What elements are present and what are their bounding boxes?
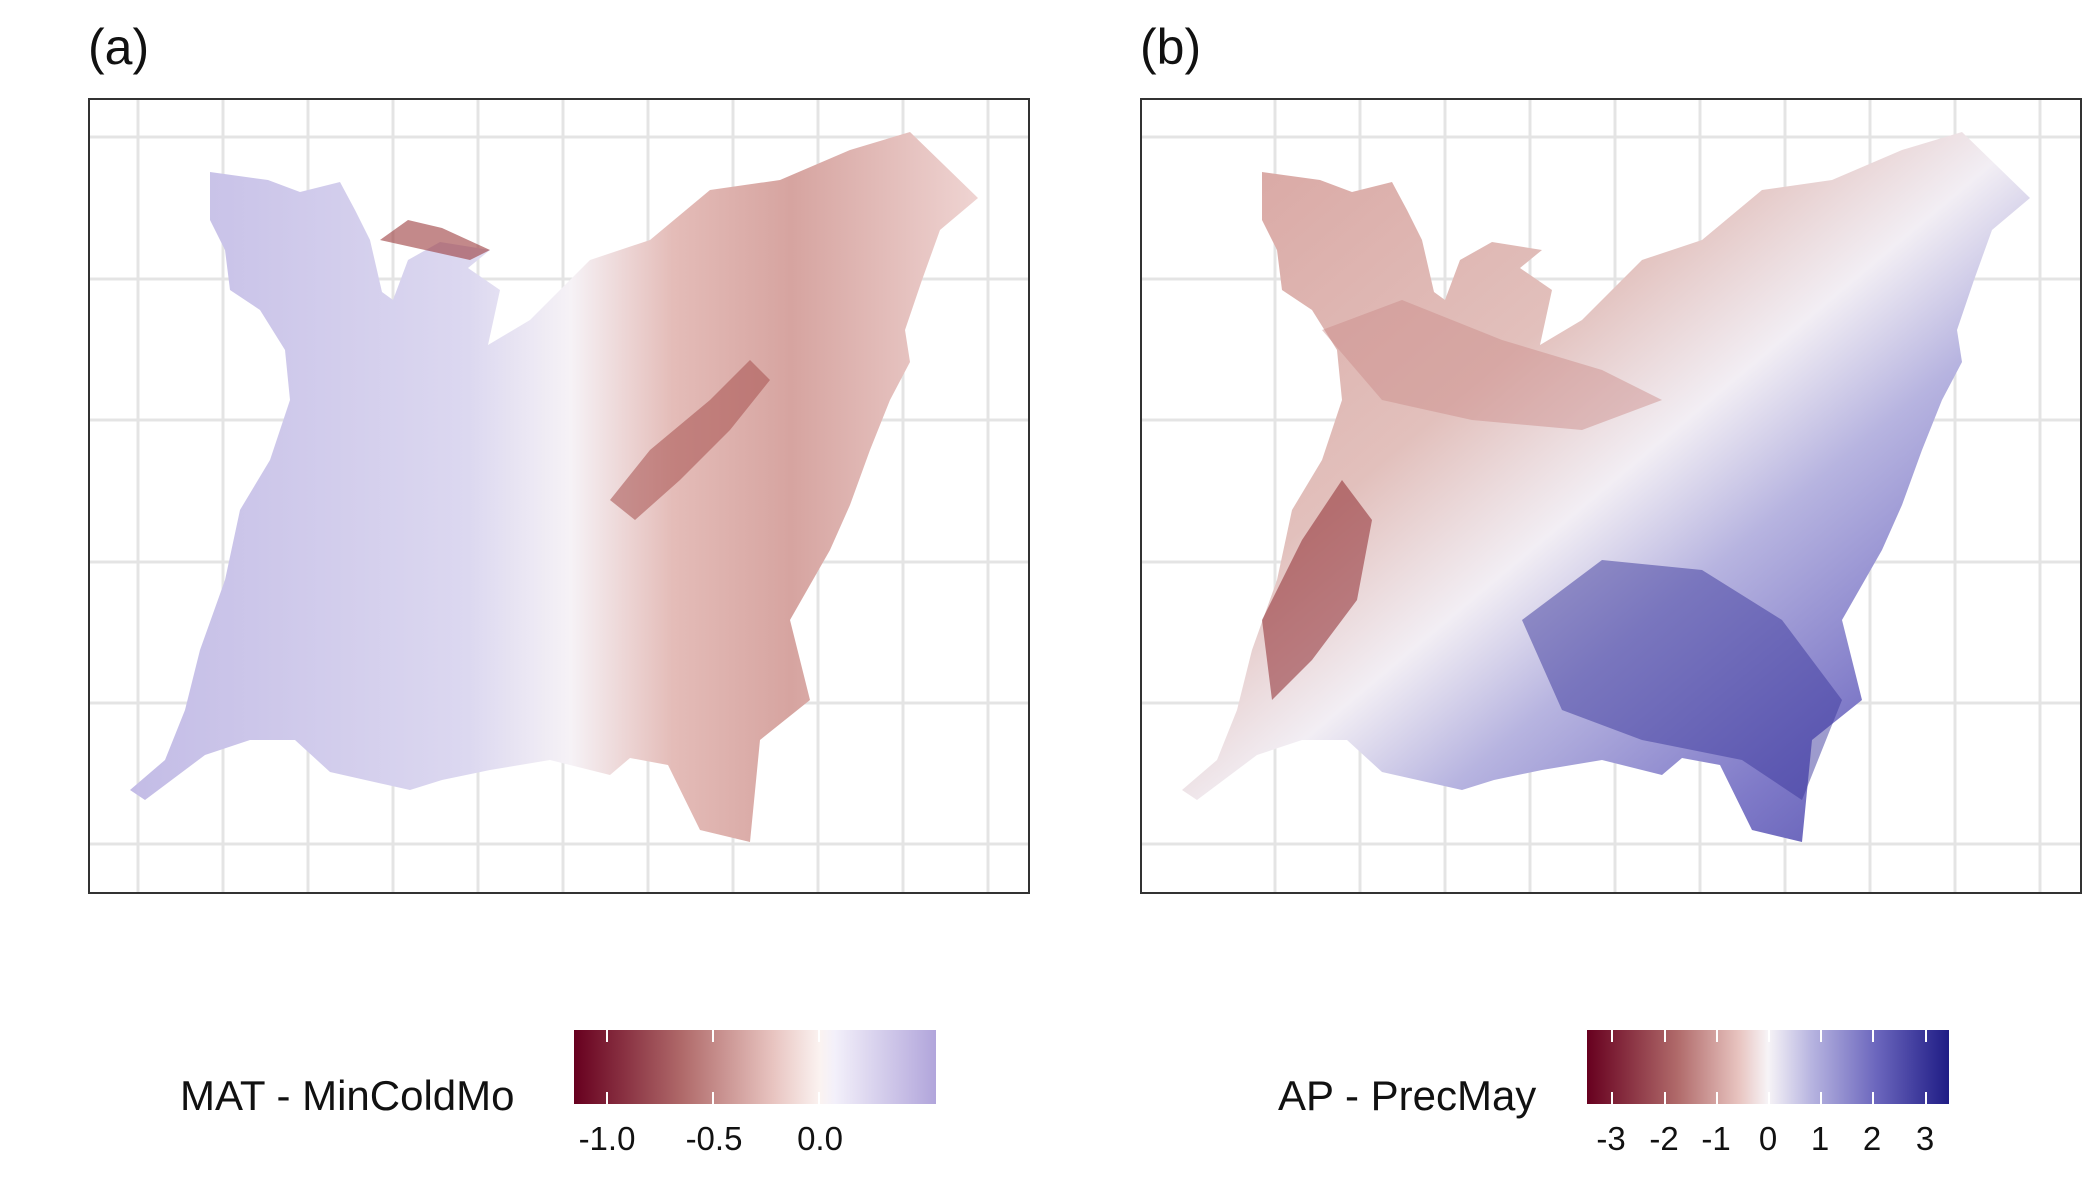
region-a-dark-ridge <box>610 360 770 520</box>
colorbar-a-tick <box>606 1030 608 1042</box>
colorbar-a-label: -1.0 <box>578 1120 636 1157</box>
region-a-north-ridge <box>380 220 490 260</box>
panel-a-tag: (a) <box>88 19 150 75</box>
colorbar-b-tick <box>1925 1030 1927 1042</box>
colorbar-b-label: 1 <box>1810 1120 1830 1157</box>
colorbar-a <box>574 1030 936 1104</box>
study-region-b <box>1182 132 2030 842</box>
colorbar-b-label: -2 <box>1649 1120 1679 1157</box>
colorbar-b-label: -1 <box>1701 1120 1731 1157</box>
colorbar-b-tick <box>1716 1092 1718 1104</box>
colorbar-b-tick <box>1611 1092 1613 1104</box>
colorbar-b-tick <box>1611 1030 1613 1042</box>
colorbar-b <box>1587 1030 1949 1104</box>
colorbar-a-tick <box>712 1092 714 1104</box>
colorbar-b-tick <box>1664 1030 1666 1042</box>
map-a-svg <box>90 100 1028 892</box>
panel-b-tag: (b) <box>1140 19 1202 75</box>
colorbar-b-tick <box>1768 1030 1770 1042</box>
colorbar-b-tick <box>1768 1092 1770 1104</box>
colorbar-b-tick <box>1872 1092 1874 1104</box>
colorbar-a-tick <box>712 1030 714 1042</box>
colorbar-b-tick <box>1925 1092 1927 1104</box>
colorbar-b-tick <box>1664 1092 1666 1104</box>
colorbar-b-label: 3 <box>1915 1120 1935 1157</box>
legend-title-a: MAT - MinColdMo <box>180 1072 515 1119</box>
region-b-south-blue <box>1522 560 1842 800</box>
region-b-north-red <box>1322 300 1662 430</box>
colorbar-b-tick <box>1872 1030 1874 1042</box>
colorbar-b-label: -3 <box>1596 1120 1626 1157</box>
map-panel-b <box>1140 98 2082 894</box>
colorbar-a-label: 0.0 <box>797 1120 843 1157</box>
colorbar-b-tick <box>1716 1030 1718 1042</box>
map-panel-a <box>88 98 1030 894</box>
colorbar-b-label: 0 <box>1758 1120 1778 1157</box>
colorbar-a-tick <box>818 1092 820 1104</box>
region-b-west-dark <box>1262 480 1372 700</box>
colorbar-b-tick <box>1820 1030 1822 1042</box>
colorbar-b-tick <box>1820 1092 1822 1104</box>
legend-title-b: AP - PrecMay <box>1278 1072 1537 1119</box>
map-b-svg <box>1142 100 2080 892</box>
study-region-a <box>130 132 978 842</box>
colorbar-b-label: 2 <box>1862 1120 1882 1157</box>
colorbar-a-tick <box>818 1030 820 1042</box>
colorbar-a-label: -0.5 <box>685 1120 743 1157</box>
colorbar-a-tick <box>606 1092 608 1104</box>
